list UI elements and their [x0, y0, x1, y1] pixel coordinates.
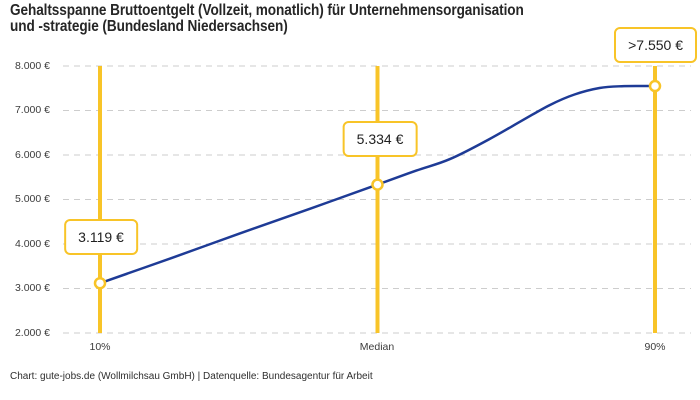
x-axis-label-90th-percentile: 90% — [644, 341, 666, 353]
chart-title-line-2: und -strategie (Bundesland Niedersachsen… — [10, 17, 288, 35]
value-label-10th-percentile: 3.119 € — [64, 219, 138, 255]
chart-title-line-1: Gehaltsspanne Bruttoentgelt (Vollzeit, m… — [10, 2, 524, 19]
y-axis-tick-label: 5.000 € — [14, 193, 50, 205]
x-axis-label-10th-percentile: 10% — [89, 341, 111, 353]
data-point-90 — [648, 79, 662, 93]
y-axis-tick-label: 7.000 € — [14, 104, 50, 116]
value-label-90th-percentile: >7.550 € — [614, 27, 697, 63]
y-axis-tick-label: 4.000 € — [14, 238, 50, 250]
chart-title: Gehaltsspanne Bruttoentgelt (Vollzeit, m… — [10, 3, 524, 34]
chart-credit: Chart: gute-jobs.de (Wollmilchsau GmbH) … — [10, 371, 373, 382]
data-point-median — [371, 178, 384, 191]
salary-curve — [98, 84, 657, 285]
value-label-median: 5.334 € — [342, 121, 418, 157]
y-axis-tick-label: 2.000 € — [14, 327, 50, 339]
y-axis-tick-label: 8.000 € — [14, 60, 50, 72]
y-axis-tick-label: 6.000 € — [14, 149, 50, 161]
data-point-10 — [93, 276, 107, 290]
y-axis-tick-label: 3.000 € — [14, 282, 50, 294]
x-axis-label-median: Median — [359, 341, 395, 353]
